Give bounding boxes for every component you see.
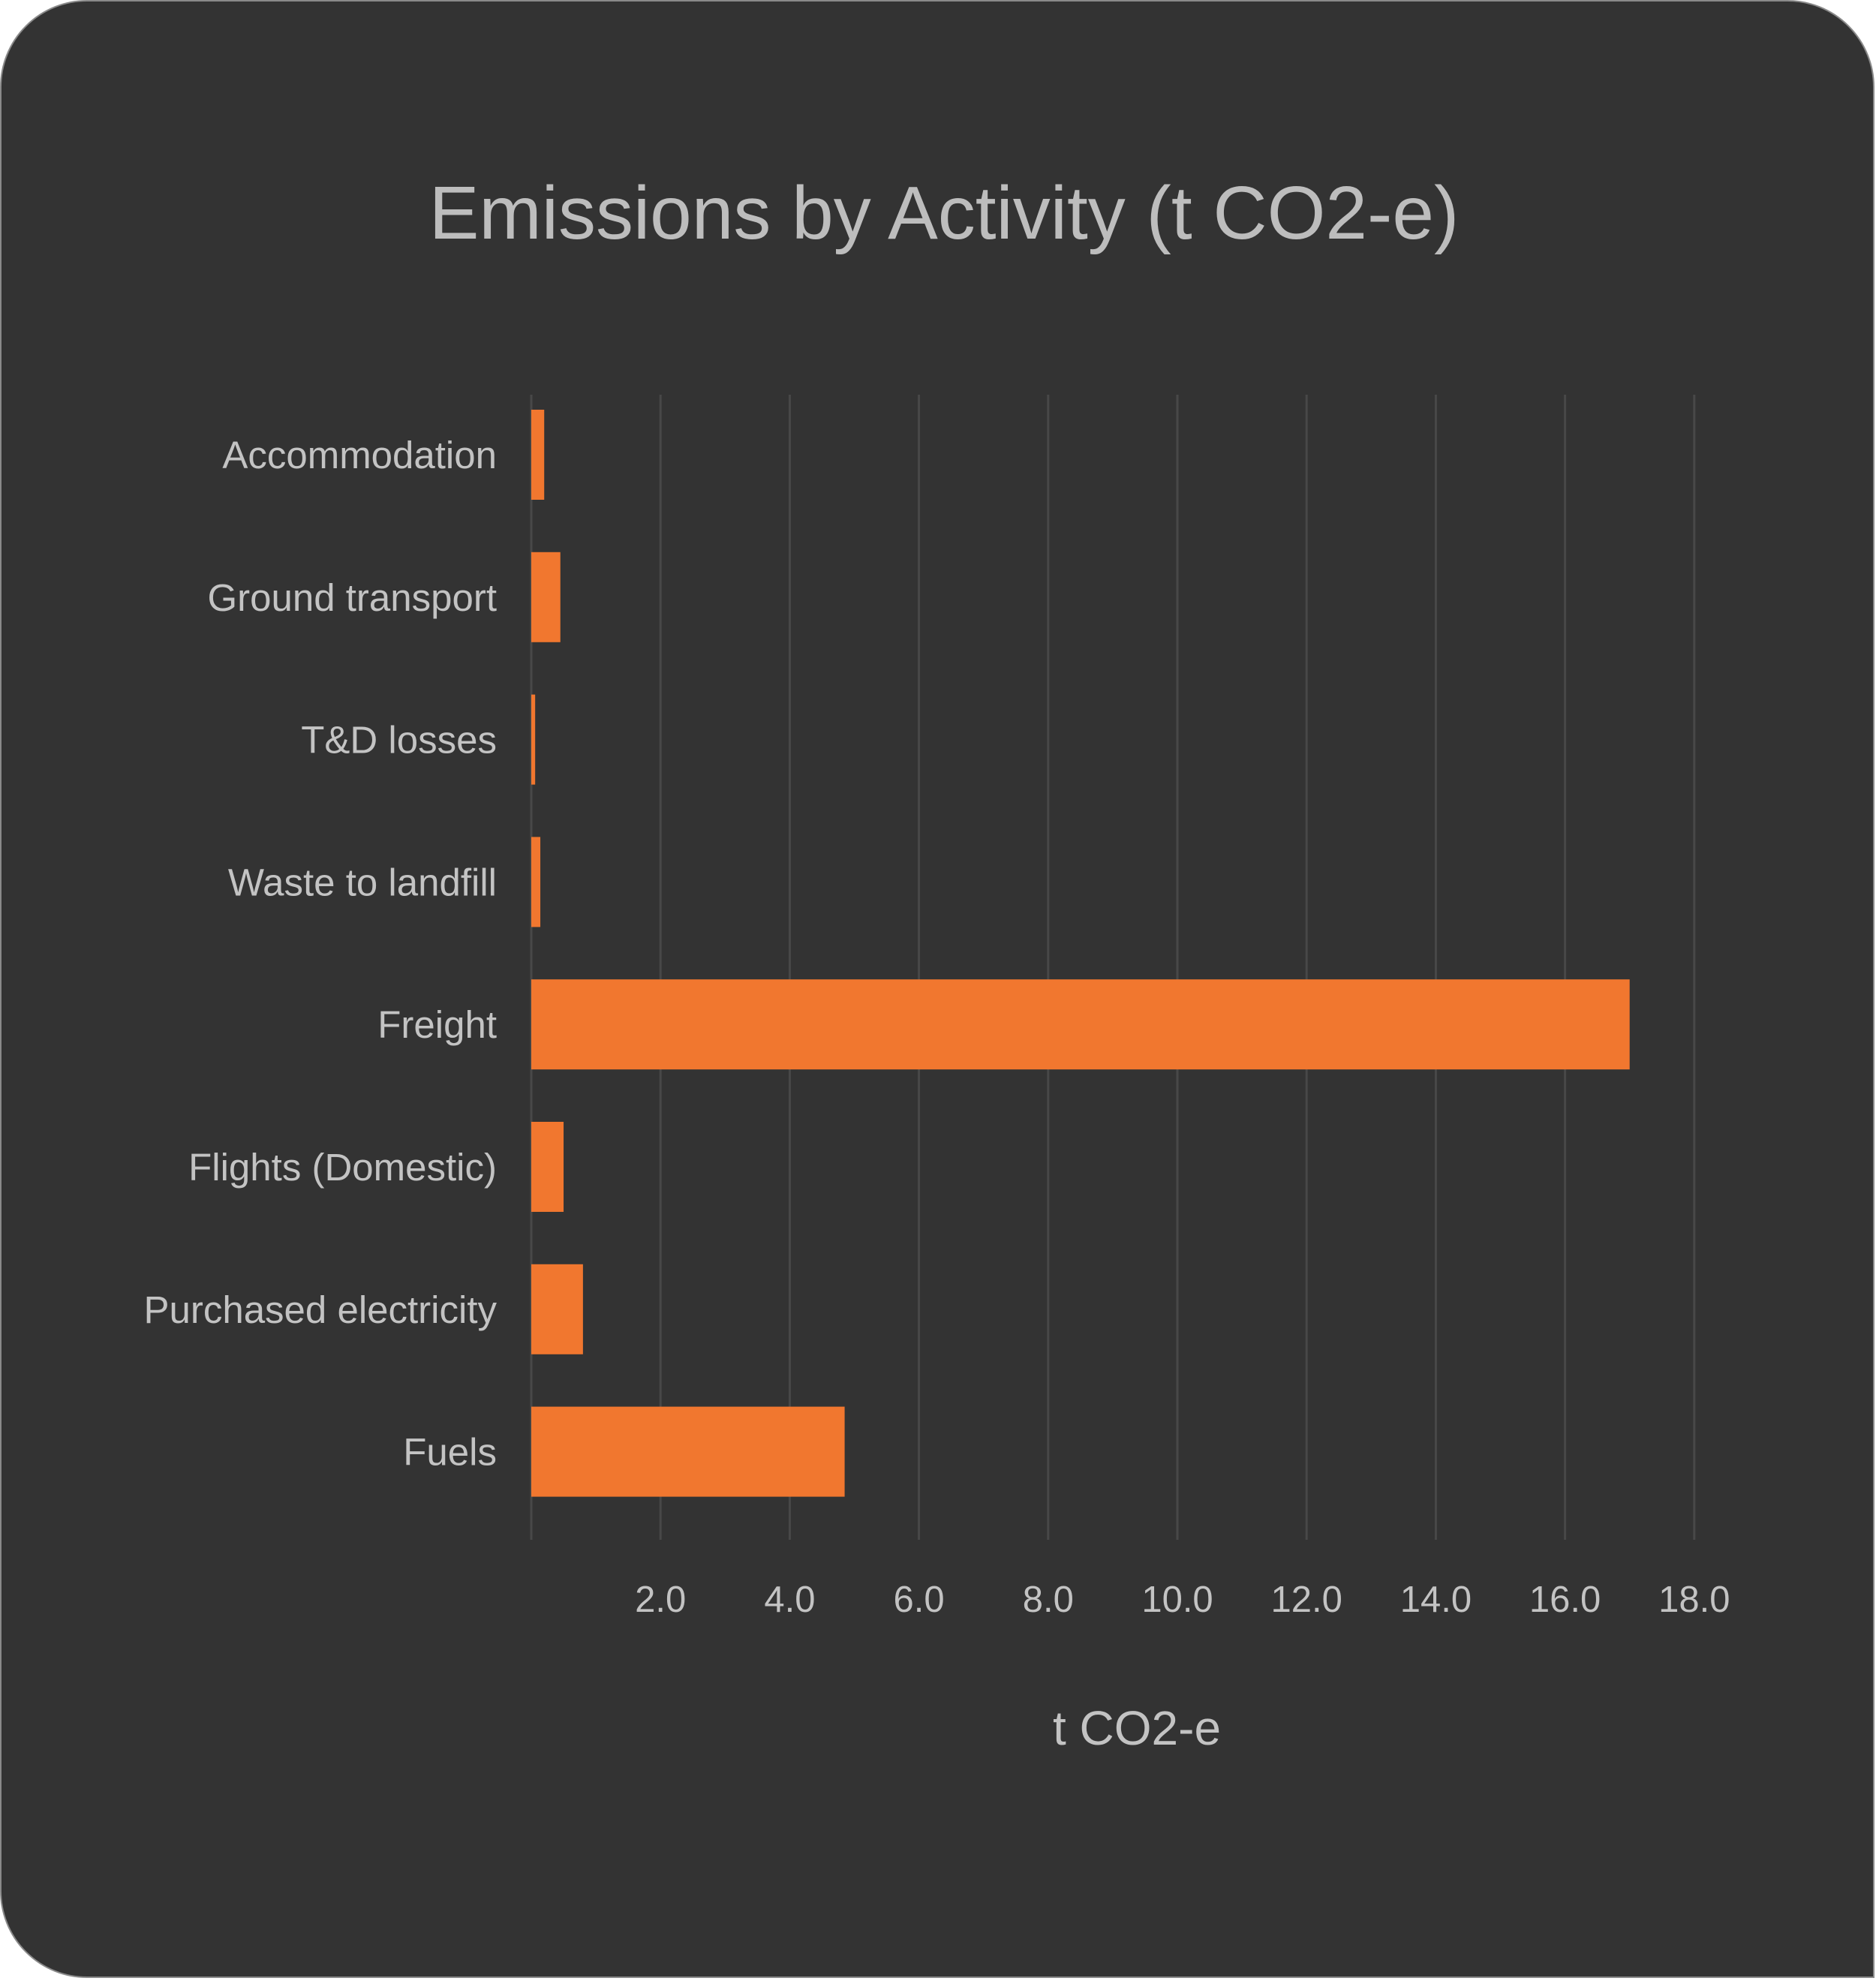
x-tick-labels: 2.0 4.0 6.0 8.0 10.0 12.0 14.0 16.0 18.0 <box>635 1580 1730 1620</box>
x-tick-label: 8.0 <box>1023 1580 1074 1620</box>
x-tick-label: 10.0 <box>1141 1580 1213 1620</box>
category-label: Waste to landfill <box>228 861 497 903</box>
category-label: Freight <box>377 1003 497 1046</box>
bar <box>531 410 545 500</box>
category-label: Ground transport <box>207 576 497 619</box>
chart-title: Emissions by Activity (t CO2-e) <box>429 171 1460 255</box>
bar <box>531 1406 845 1497</box>
bar <box>531 837 541 927</box>
x-tick-label: 2.0 <box>635 1580 686 1620</box>
category-labels: Accommodation Ground transport T&D losses W… <box>143 434 497 1474</box>
bar <box>531 1122 564 1212</box>
bar <box>531 979 1630 1070</box>
bars <box>531 410 1630 1497</box>
x-tick-label: 4.0 <box>764 1580 815 1620</box>
x-tick-label: 12.0 <box>1271 1580 1342 1620</box>
category-label: Flights (Domestic) <box>188 1146 497 1189</box>
bar <box>531 694 536 785</box>
x-tick-label: 16.0 <box>1529 1580 1601 1620</box>
category-label: Accommodation <box>222 434 497 476</box>
category-label: Fuels <box>403 1431 497 1474</box>
bar <box>531 1264 583 1354</box>
category-label: T&D losses <box>301 719 497 762</box>
x-tick-label: 14.0 <box>1400 1580 1472 1620</box>
x-tick-label: 18.0 <box>1658 1580 1730 1620</box>
x-tick-label: 6.0 <box>894 1580 945 1620</box>
category-label: Purchased electricity <box>143 1288 497 1331</box>
x-axis-title: t CO2-e <box>1053 1701 1221 1755</box>
grid-lines <box>530 395 1696 1540</box>
bar <box>531 552 561 642</box>
